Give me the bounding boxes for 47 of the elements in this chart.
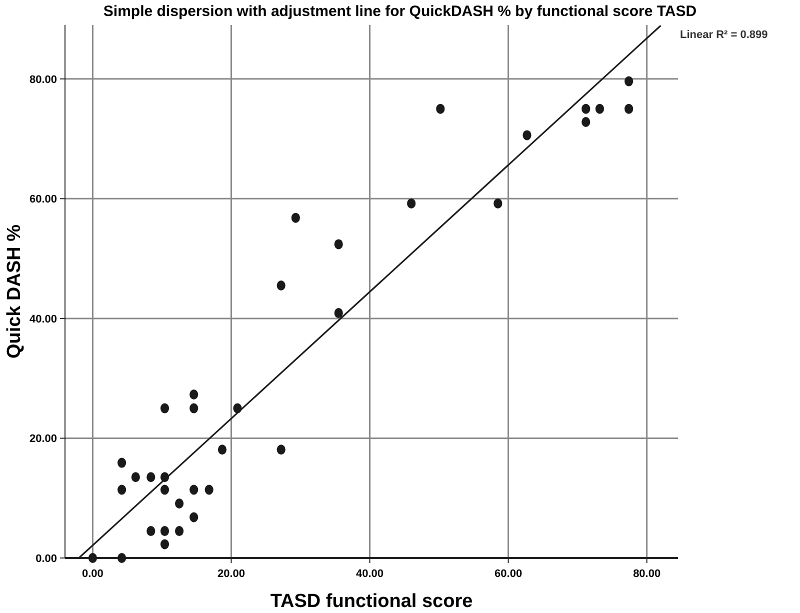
y-tick-label: 60.00 bbox=[29, 194, 57, 206]
point bbox=[624, 76, 634, 86]
x-tick-label: 0.00 bbox=[82, 568, 104, 580]
point bbox=[334, 239, 343, 250]
point bbox=[174, 498, 184, 508]
x-tick-label: 40.00 bbox=[356, 568, 384, 580]
point bbox=[582, 117, 590, 128]
point bbox=[190, 403, 198, 414]
point bbox=[118, 484, 126, 495]
point bbox=[146, 472, 156, 482]
point bbox=[494, 198, 502, 208]
point bbox=[334, 308, 343, 318]
x-tick-label: 20.00 bbox=[217, 568, 246, 580]
y-tick-label: 40.00 bbox=[29, 313, 57, 326]
point bbox=[624, 104, 634, 114]
x-tick-label: 60.00 bbox=[494, 568, 522, 580]
x-tick-label: 80.00 bbox=[633, 568, 661, 580]
point bbox=[218, 444, 227, 455]
point bbox=[595, 104, 604, 114]
point bbox=[146, 526, 156, 536]
x-axis-title: TASD functional score bbox=[270, 591, 473, 612]
point bbox=[190, 484, 198, 495]
point bbox=[174, 526, 184, 536]
point bbox=[160, 484, 170, 495]
point bbox=[291, 212, 300, 223]
point bbox=[118, 553, 126, 563]
point bbox=[160, 539, 170, 550]
point bbox=[118, 458, 126, 468]
point bbox=[131, 472, 140, 482]
y-tick-label: 80.00 bbox=[29, 74, 57, 86]
point bbox=[276, 280, 286, 291]
point bbox=[522, 130, 532, 140]
text: Linear R² = 0.899 bbox=[680, 29, 768, 41]
point bbox=[160, 403, 170, 414]
point bbox=[88, 553, 98, 563]
y-axis-title: Quick DASH % bbox=[4, 224, 25, 359]
point bbox=[190, 512, 198, 522]
point bbox=[160, 526, 170, 536]
point bbox=[407, 198, 416, 208]
point bbox=[204, 484, 214, 495]
chart-title: Simple dispersion with adjustment line for QuickDASH % by functional score TASD bbox=[103, 3, 697, 20]
point bbox=[190, 390, 198, 400]
y-tick-label: 20.00 bbox=[29, 433, 57, 446]
point bbox=[276, 444, 286, 455]
y-tick-label: 0.00 bbox=[36, 553, 57, 565]
point bbox=[436, 104, 445, 114]
point bbox=[582, 104, 590, 114]
